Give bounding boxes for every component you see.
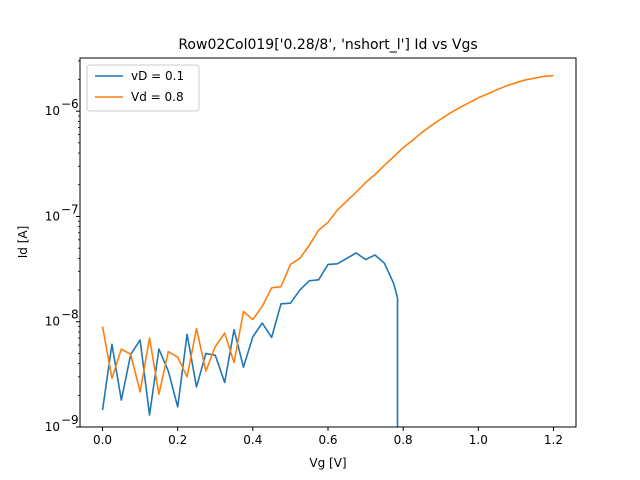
x-tick-label: 1.2 xyxy=(544,433,563,447)
x-tick-label: 1.0 xyxy=(469,433,488,447)
series-layer xyxy=(101,74,554,427)
y-tick-exponent: −7 xyxy=(61,202,79,216)
y-tick-label: 10 xyxy=(45,315,60,329)
y-tick-exponent: −6 xyxy=(61,97,79,111)
y-axis-label: Id [A] xyxy=(16,226,30,259)
series-line-0 xyxy=(101,252,399,427)
y-tick-exponent: −9 xyxy=(61,413,79,427)
x-tick-label: 0.2 xyxy=(168,433,187,447)
legend: vD = 0.1 Vd = 0.8 xyxy=(86,64,200,112)
x-tick-label: 0.8 xyxy=(394,433,413,447)
legend-label-vd-0.1: vD = 0.1 xyxy=(131,69,184,83)
y-tick-label: 10 xyxy=(45,420,60,434)
y-tick-exponent: −8 xyxy=(61,308,79,322)
y-axis: 10−910−810−710−6 xyxy=(45,60,80,434)
x-tick-label: 0.6 xyxy=(318,433,337,447)
y-tick-label: 10 xyxy=(45,209,60,223)
series-line-1 xyxy=(101,74,554,395)
x-axis-label: Vg [V] xyxy=(309,456,346,470)
x-tick-label: 0.4 xyxy=(243,433,262,447)
chart-title: Row02Col019['0.28/8', 'nshort_l'] Id vs … xyxy=(178,37,477,53)
y-tick-label: 10 xyxy=(45,104,60,118)
legend-label-vd-0.8: Vd = 0.8 xyxy=(131,90,184,104)
x-axis: 0.0 0.2 0.4 0.6 0.8 1.0 1.2 xyxy=(93,427,563,447)
x-tick-label: 0.0 xyxy=(93,433,112,447)
